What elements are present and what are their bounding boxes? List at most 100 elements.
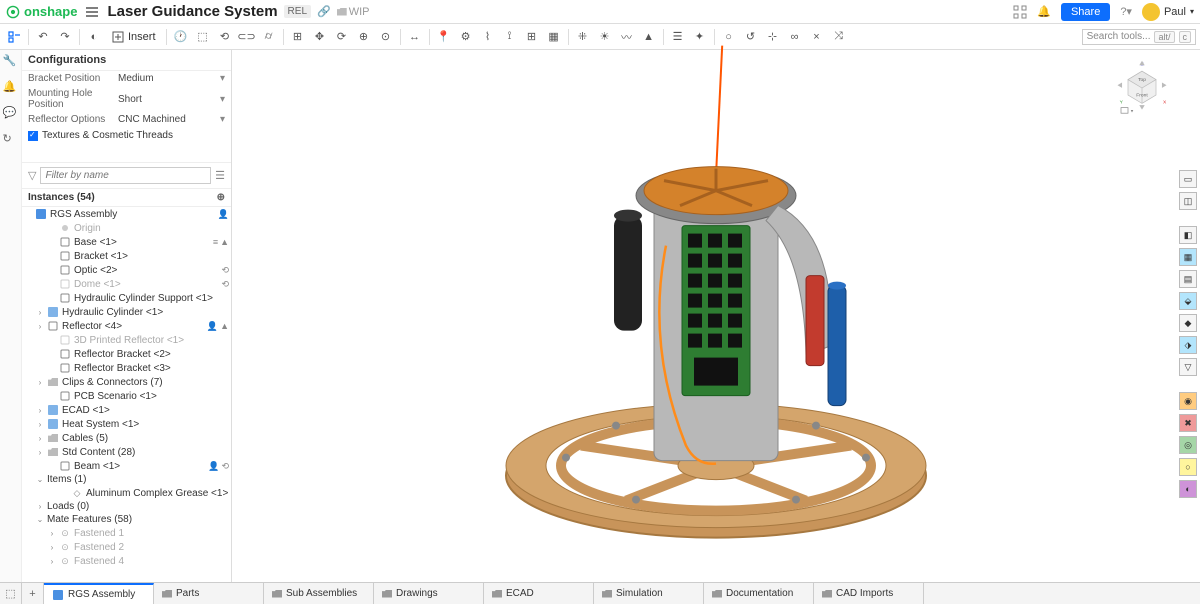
- link-icon[interactable]: 🔗: [317, 5, 331, 18]
- bottom-tab[interactable]: Documentation: [704, 583, 814, 604]
- help-icon[interactable]: ?▾: [1120, 5, 1132, 18]
- viewstate-1-icon[interactable]: ▦: [1179, 248, 1197, 266]
- tree-item[interactable]: Hydraulic Cylinder Support <1>: [22, 291, 231, 305]
- list-view-icon[interactable]: ☰: [215, 169, 225, 182]
- insert-button[interactable]: Insert: [106, 29, 162, 45]
- tool-clock-icon[interactable]: 🕐: [171, 27, 191, 47]
- bottom-tab[interactable]: Sub Assemblies: [264, 583, 374, 604]
- color-5-icon[interactable]: ◐: [1179, 480, 1197, 498]
- view-wire-icon[interactable]: ▽: [1179, 358, 1197, 376]
- tool-axis-icon[interactable]: ⊕: [354, 27, 374, 47]
- bottom-tab[interactable]: Simulation: [594, 583, 704, 604]
- tree-item[interactable]: Bracket <1>: [22, 249, 231, 263]
- tab-menu-icon[interactable]: ⬚: [0, 583, 22, 604]
- tool-revolve-icon[interactable]: ⟲: [215, 27, 235, 47]
- tool-wave-icon[interactable]: 〰: [617, 27, 637, 47]
- tool-circle-icon[interactable]: ○: [719, 27, 739, 47]
- tree-item[interactable]: Reflector Bracket <3>: [22, 361, 231, 375]
- tree-item[interactable]: Reflector Bracket <2>: [22, 347, 231, 361]
- rail-config-icon[interactable]: 🔧: [3, 54, 19, 70]
- tree-item[interactable]: ›Reflector <4>👤▲: [22, 319, 231, 333]
- tree-item[interactable]: ›ECAD <1>: [22, 403, 231, 417]
- view-cube[interactable]: Top Front X Y Z ▾: [1114, 60, 1170, 116]
- rail-bell-icon[interactable]: 🔔: [3, 80, 19, 96]
- tree-item[interactable]: ›⊙Fastened 2: [22, 540, 231, 554]
- tree-item[interactable]: ›⊙Fastened 1: [22, 526, 231, 540]
- tree-item[interactable]: ›Cables (5): [22, 431, 231, 445]
- tool-stop-icon[interactable]: ×: [807, 27, 827, 47]
- redo-button[interactable]: ↷: [55, 27, 75, 47]
- brand-logo[interactable]: onshape: [6, 4, 77, 19]
- config-row[interactable]: Reflector OptionsCNC Machined▾: [22, 112, 231, 127]
- color-1-icon[interactable]: ◉: [1179, 392, 1197, 410]
- rail-comment-icon[interactable]: 💬: [3, 106, 19, 122]
- view-hidden-icon[interactable]: ▤: [1179, 270, 1197, 288]
- view-shaded-icon[interactable]: ◆: [1179, 314, 1197, 332]
- tool-table-icon[interactable]: ⊞: [522, 27, 542, 47]
- tool-pin-icon[interactable]: 📍: [434, 27, 454, 47]
- view-section-icon[interactable]: ◧: [1179, 226, 1197, 244]
- tool-arrow-icon[interactable]: ▲: [639, 27, 659, 47]
- tool-dim-icon[interactable]: ↔: [405, 27, 425, 47]
- viewstate-2-icon[interactable]: ⬙: [1179, 292, 1197, 310]
- tree-item[interactable]: Beam <1>👤⟲: [22, 459, 231, 473]
- view-front-icon[interactable]: ▭: [1179, 170, 1197, 188]
- tool-screw-icon[interactable]: ⟟: [500, 27, 520, 47]
- tool-loop-icon[interactable]: ↺: [741, 27, 761, 47]
- tool-grid-icon[interactable]: ▦: [544, 27, 564, 47]
- bottom-tab[interactable]: Drawings: [374, 583, 484, 604]
- menu-icon[interactable]: [85, 5, 99, 19]
- feature-tree[interactable]: RGS Assembly👤OriginBase <1>≡▲Bracket <1>…: [22, 207, 231, 582]
- tree-item[interactable]: RGS Assembly👤: [22, 207, 231, 221]
- tool-bom-icon[interactable]: ☰: [668, 27, 688, 47]
- tree-item[interactable]: Dome <1>⟲: [22, 277, 231, 291]
- tool-move-icon[interactable]: ✥: [310, 27, 330, 47]
- user-menu[interactable]: Paul ▾: [1142, 3, 1194, 21]
- tree-section[interactable]: ⌄Mate Features (58): [22, 513, 231, 526]
- tree-section[interactable]: ⌄Items (1): [22, 473, 231, 486]
- tool-plus-icon[interactable]: ⊹: [763, 27, 783, 47]
- view-iso-icon[interactable]: ◫: [1179, 192, 1197, 210]
- tool-cube-icon[interactable]: ⬚: [193, 27, 213, 47]
- tree-item[interactable]: Origin: [22, 221, 231, 235]
- tool-shuffle-icon[interactable]: ⤨: [829, 27, 849, 47]
- 3d-canvas[interactable]: Top Front X Y Z ▾ ▭ ◫ ◧ ▦ ▤ ⬙ ◆ ⬗ ▽ ◉: [232, 50, 1200, 582]
- share-button[interactable]: Share: [1061, 3, 1110, 21]
- color-2-icon[interactable]: ✖: [1179, 414, 1197, 432]
- tool-sun-icon[interactable]: ☀: [595, 27, 615, 47]
- tree-item[interactable]: Optic <2>⟲: [22, 263, 231, 277]
- bottom-tab[interactable]: CAD Imports: [814, 583, 924, 604]
- tool-gear-icon[interactable]: ⚙: [456, 27, 476, 47]
- bottom-tab[interactable]: ECAD: [484, 583, 594, 604]
- tab-add-button[interactable]: +: [22, 583, 44, 604]
- textures-checkbox-row[interactable]: Textures & Cosmetic Threads: [22, 127, 231, 144]
- tree-section[interactable]: ›Loads (0): [22, 500, 231, 513]
- tree-toggle-icon[interactable]: [4, 27, 24, 47]
- document-title[interactable]: Laser Guidance System: [107, 3, 277, 20]
- filter-icon[interactable]: ▽: [28, 169, 36, 182]
- tool-target-icon[interactable]: ⊙: [376, 27, 396, 47]
- tool-planar-icon[interactable]: ⊞: [288, 27, 308, 47]
- bottom-tab[interactable]: RGS Assembly: [44, 583, 154, 604]
- tree-item[interactable]: Base <1>≡▲: [22, 235, 231, 249]
- color-4-icon[interactable]: ○: [1179, 458, 1197, 476]
- config-row[interactable]: Mounting Hole PositionShort▾: [22, 86, 231, 112]
- wip-folder[interactable]: WIP: [337, 6, 370, 18]
- tool-rotate-icon[interactable]: ⟳: [332, 27, 352, 47]
- add-instance-icon[interactable]: ⊕: [217, 192, 225, 203]
- tool-slot-icon[interactable]: ⊂⊃: [237, 27, 257, 47]
- viewstate-3-icon[interactable]: ⬗: [1179, 336, 1197, 354]
- tree-item[interactable]: PCB Scenario <1>: [22, 389, 231, 403]
- tree-item[interactable]: ◇Aluminum Complex Grease <1>: [22, 486, 231, 500]
- tree-item[interactable]: ›⊙Fastened 4: [22, 554, 231, 568]
- tool-infinity-icon[interactable]: ∞: [785, 27, 805, 47]
- tree-item[interactable]: ›Heat System <1>: [22, 417, 231, 431]
- config-row[interactable]: Bracket PositionMedium▾: [22, 71, 231, 86]
- color-3-icon[interactable]: ◎: [1179, 436, 1197, 454]
- tool-pattern-icon[interactable]: ⁜: [573, 27, 593, 47]
- notifications-icon[interactable]: 🔔: [1037, 5, 1051, 18]
- tool-cylinder-icon[interactable]: ⌭: [259, 27, 279, 47]
- tree-item[interactable]: ›Std Content (28): [22, 445, 231, 459]
- bottom-tab[interactable]: Parts: [154, 583, 264, 604]
- sphere-icon[interactable]: ◐: [84, 27, 104, 47]
